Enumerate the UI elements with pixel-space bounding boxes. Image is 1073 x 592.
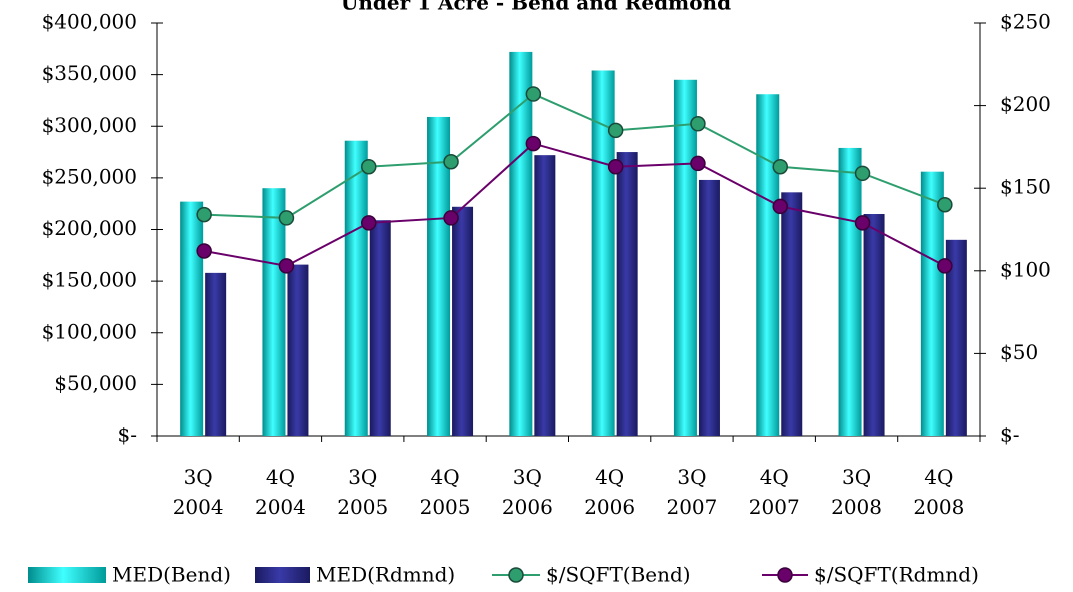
- marker: [196, 243, 212, 259]
- y-tick-label: $150,000: [42, 268, 137, 292]
- bar: [509, 51, 533, 436]
- chart-title: Under 1 Acre - Bend and Redmond: [341, 0, 731, 15]
- bar: [262, 188, 286, 436]
- x-tick-label: 3Q 2008: [831, 465, 882, 519]
- line: [204, 92, 946, 219]
- y2-tick-label: $50: [1000, 340, 1038, 364]
- marker: [607, 158, 624, 175]
- y2-tick-label: $100: [1000, 257, 1051, 281]
- bar: [205, 272, 227, 436]
- x-tick-label: 4Q 2007: [748, 465, 800, 519]
- x-tick-label: 3Q 2004: [172, 465, 224, 519]
- line: [203, 142, 946, 267]
- y2-tick-label: $200: [1000, 92, 1051, 116]
- x-tick-label: 3Q 2005: [337, 465, 389, 519]
- marker: [278, 210, 295, 226]
- marker: [937, 196, 953, 213]
- bar: [534, 155, 556, 436]
- marker: [361, 158, 377, 175]
- bar: [344, 140, 368, 436]
- marker: [278, 258, 295, 274]
- marker: [443, 154, 459, 170]
- y2-tick-label: $-: [1000, 423, 1019, 447]
- marker: [690, 116, 706, 132]
- y-tick-label: $350,000: [42, 61, 137, 85]
- marker: [525, 135, 542, 152]
- legend-label: MED(Rdmnd): [316, 563, 455, 587]
- y-tick-label: $50,000: [54, 371, 137, 395]
- legend-swatch: [255, 567, 310, 583]
- legend-label: $/SQFT(Rdmnd): [814, 563, 979, 587]
- y2-tick-label: $250: [1000, 10, 1051, 34]
- marker: [361, 215, 377, 231]
- bar: [756, 94, 780, 437]
- legend-label: $/SQFT(Bend): [546, 563, 691, 587]
- bar: [863, 214, 885, 436]
- bar: [920, 171, 944, 436]
- bar: [673, 79, 697, 436]
- legend-swatch: [28, 567, 106, 583]
- marker: [525, 86, 542, 102]
- y2-tick-label: $150: [1000, 175, 1051, 199]
- bar: [945, 239, 967, 436]
- bar: [838, 147, 862, 436]
- x-tick-label: 4Q 2006: [584, 465, 636, 519]
- bar: [698, 179, 720, 436]
- bar: [427, 116, 451, 437]
- y-tick-label: $300,000: [42, 113, 137, 137]
- bar: [180, 201, 204, 436]
- x-tick-label: 4Q 2008: [913, 465, 965, 519]
- bar: [616, 152, 638, 436]
- x-tick-label: 3Q 2007: [666, 465, 718, 519]
- y-tick-label: $200,000: [42, 216, 137, 240]
- marker: [443, 210, 459, 226]
- x-tick-label: 4Q 2004: [254, 465, 306, 519]
- bar: [369, 220, 391, 436]
- bar: [452, 206, 474, 436]
- y-tick-label: $-: [118, 423, 137, 447]
- legend-marker: [508, 567, 524, 583]
- marker: [854, 215, 871, 231]
- bar: [781, 192, 803, 436]
- legend-marker: [777, 567, 793, 583]
- x-tick-label: 4Q 2005: [419, 465, 471, 519]
- y-tick-label: $100,000: [42, 319, 137, 343]
- marker: [937, 258, 953, 274]
- marker: [772, 158, 788, 175]
- marker: [772, 198, 788, 215]
- y-tick-label: $250,000: [42, 164, 137, 188]
- marker: [196, 206, 212, 223]
- bar: [287, 264, 309, 436]
- marker: [854, 165, 871, 182]
- legend-label: MED(Bend): [112, 563, 231, 587]
- marker: [690, 155, 706, 172]
- marker: [607, 122, 624, 139]
- x-tick-label: 3Q 2006: [501, 465, 553, 519]
- y-tick-label: $400,000: [42, 10, 137, 34]
